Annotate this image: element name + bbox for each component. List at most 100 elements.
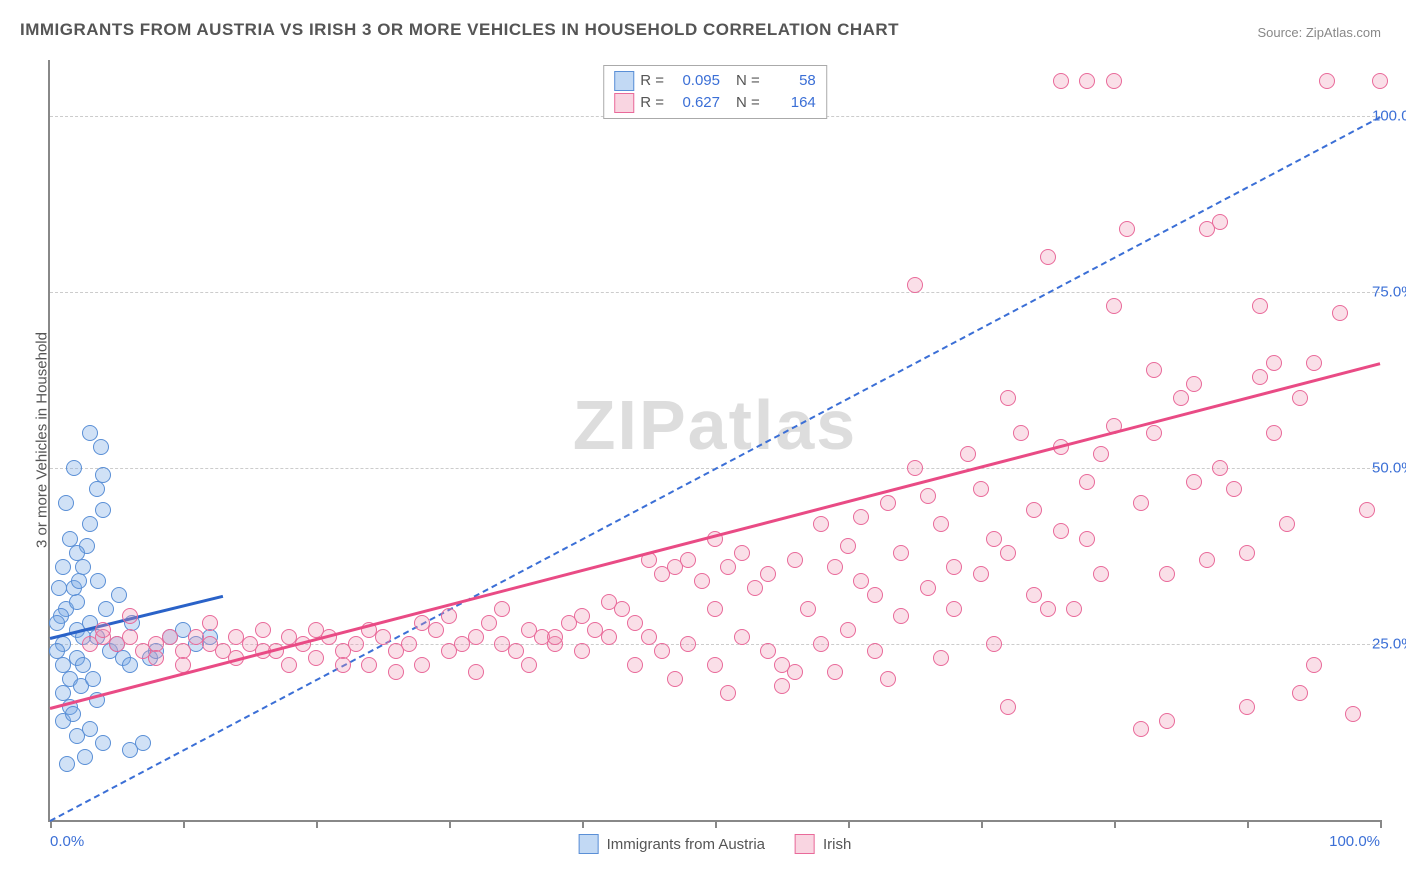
data-point [1026,587,1042,603]
x-tick [848,820,850,828]
data-point [694,573,710,589]
data-point [65,706,81,722]
data-point [800,601,816,617]
stat-row-austria: R = 0.095 N = 58 [614,70,816,92]
data-point [348,636,364,652]
data-point [401,636,417,652]
stat-r-label: R = [640,92,664,114]
source-label: Source: ZipAtlas.com [1257,25,1381,40]
data-point [641,629,657,645]
data-point [122,629,138,645]
data-point [1119,221,1135,237]
data-point [707,657,723,673]
data-point [441,608,457,624]
data-point [893,608,909,624]
data-point [986,636,1002,652]
data-point [89,481,105,497]
y-tick-label: 50.0% [1372,460,1406,477]
swatch-pink-icon [614,93,634,113]
data-point [1239,699,1255,715]
data-point [920,488,936,504]
data-point [1186,474,1202,490]
data-point [933,650,949,666]
data-point [388,664,404,680]
data-point [494,601,510,617]
data-point [973,566,989,582]
data-point [880,671,896,687]
data-point [1252,298,1268,314]
scatter-plot: ZIPatlas 3 or more Vehicles in Household… [48,60,1380,822]
data-point [1306,657,1322,673]
data-point [85,671,101,687]
data-point [1279,516,1295,532]
data-point [82,721,98,737]
x-tick [981,820,983,828]
data-point [787,664,803,680]
data-point [481,615,497,631]
x-tick [1247,820,1249,828]
bottom-legend: Immigrants from Austria Irish [579,834,852,854]
data-point [920,580,936,596]
x-tick [1114,820,1116,828]
x-axis-max-label: 100.0% [1329,833,1380,850]
data-point [255,622,271,638]
data-point [1079,474,1095,490]
data-point [51,580,67,596]
data-point [880,495,896,511]
stat-r-irish: 0.627 [670,92,720,114]
data-point [1319,73,1335,89]
data-point [1079,73,1095,89]
data-point [90,573,106,589]
source-prefix: Source: [1257,25,1305,40]
data-point [111,587,127,603]
data-point [547,629,563,645]
source-name: ZipAtlas.com [1306,25,1381,40]
data-point [49,643,65,659]
data-point [1332,305,1348,321]
data-point [1133,495,1149,511]
data-point [574,608,590,624]
swatch-blue-icon [614,71,634,91]
chart-title: IMMIGRANTS FROM AUSTRIA VS IRISH 3 OR MO… [20,20,899,40]
data-point [414,657,430,673]
data-point [601,629,617,645]
data-point [1079,531,1095,547]
data-point [1053,523,1069,539]
data-point [893,545,909,561]
data-point [77,749,93,765]
data-point [1226,481,1242,497]
data-point [162,629,178,645]
x-tick [1380,820,1382,828]
stat-r-austria: 0.095 [670,70,720,92]
gridline [50,292,1380,293]
data-point [1212,214,1228,230]
data-point [1000,545,1016,561]
data-point [93,439,109,455]
data-point [1159,566,1175,582]
data-point [907,277,923,293]
data-point [1212,460,1228,476]
data-point [986,531,1002,547]
data-point [1239,545,1255,561]
data-point [933,516,949,532]
data-point [69,594,85,610]
reference-line [50,116,1381,821]
x-tick [183,820,185,828]
data-point [1173,390,1189,406]
x-tick [316,820,318,828]
swatch-pink-icon [795,834,815,854]
x-tick [582,820,584,828]
stat-row-irish: R = 0.627 N = 164 [614,92,816,114]
data-point [1252,369,1268,385]
data-point [747,580,763,596]
data-point [95,502,111,518]
data-point [82,516,98,532]
data-point [760,566,776,582]
legend-item-austria: Immigrants from Austria [579,834,765,854]
data-point [734,629,750,645]
data-point [787,552,803,568]
data-point [1053,73,1069,89]
data-point [66,460,82,476]
data-point [281,657,297,673]
data-point [1106,298,1122,314]
